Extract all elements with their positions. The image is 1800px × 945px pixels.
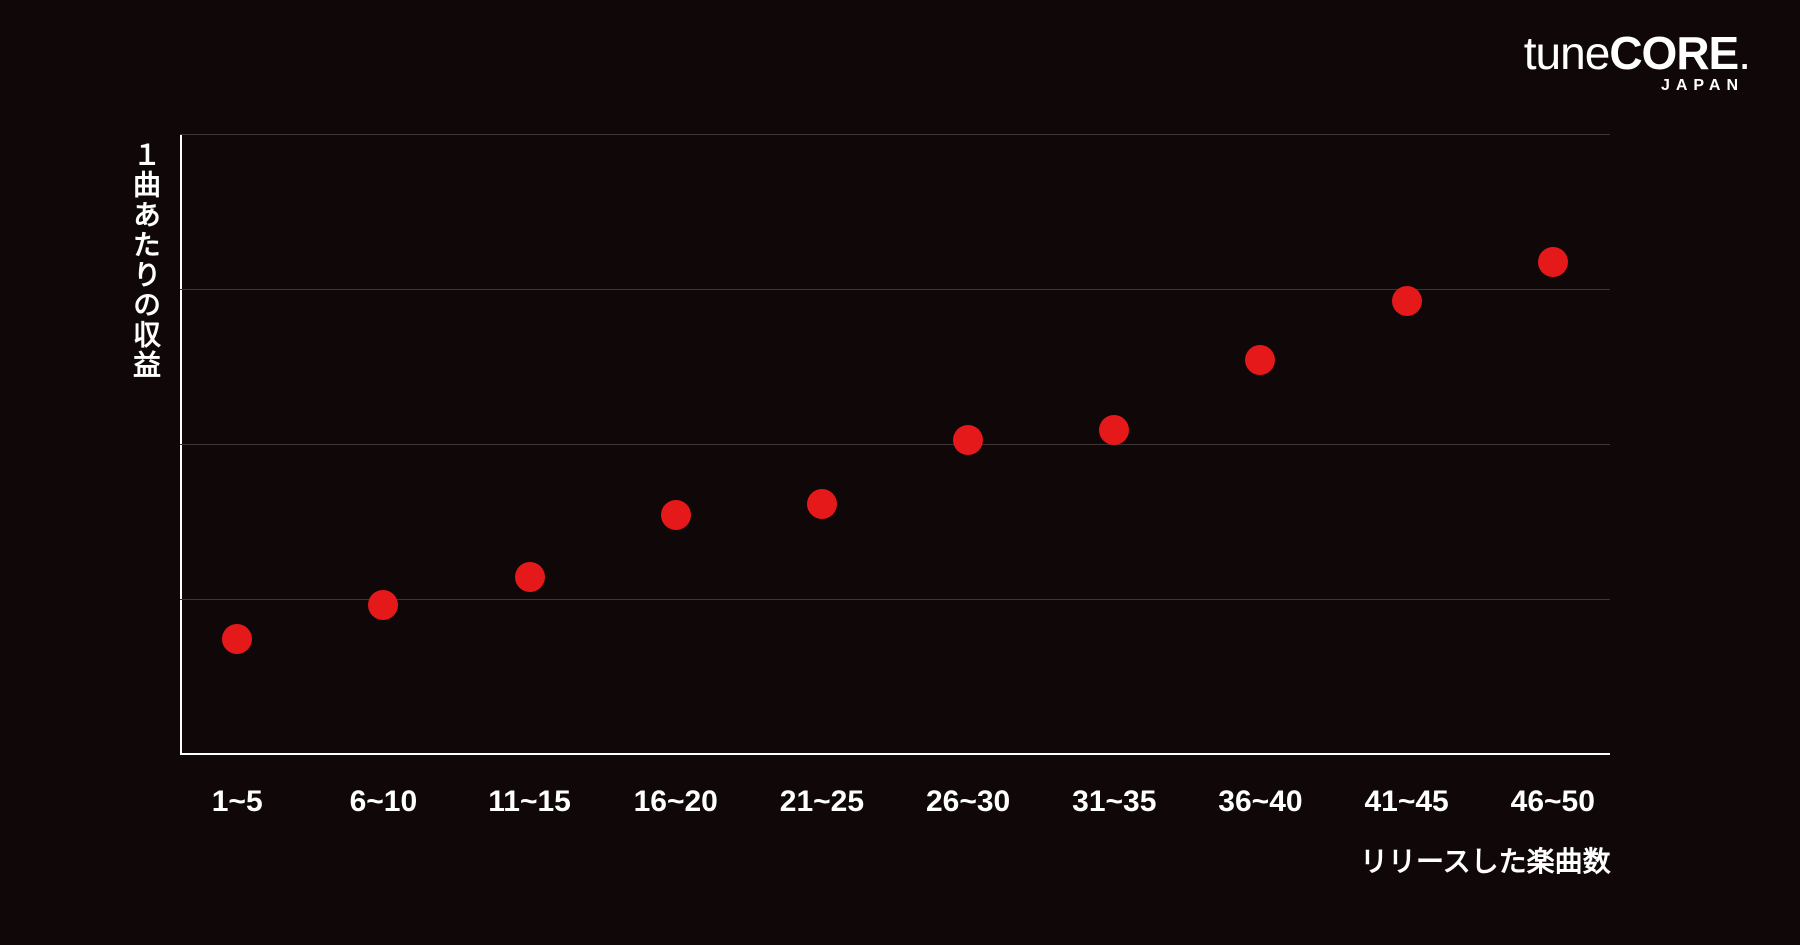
gridline: [180, 134, 1610, 135]
x-tick-label: 16~20: [634, 785, 718, 819]
data-point: [1245, 345, 1275, 375]
data-point: [1392, 286, 1422, 316]
brand-logo: tuneCORE. JAPAN: [1524, 30, 1750, 94]
page-root: tuneCORE. JAPAN １曲あたりの収益 リリースした楽曲数 1~56~…: [0, 0, 1800, 945]
x-tick-label: 1~5: [212, 785, 263, 819]
y-axis-line: [180, 135, 182, 755]
brand-logo-main: tuneCORE.: [1524, 30, 1750, 76]
gridline: [180, 444, 1610, 445]
x-tick-label: 21~25: [780, 785, 864, 819]
x-tick-label: 31~35: [1072, 785, 1156, 819]
x-tick-label: 11~15: [488, 785, 571, 819]
data-point: [953, 425, 983, 455]
y-axis-label: １曲あたりの収益: [125, 140, 165, 380]
x-tick-label: 26~30: [926, 785, 1010, 819]
data-point: [368, 590, 398, 620]
data-point: [807, 489, 837, 519]
data-point: [661, 500, 691, 530]
brand-name-light: tune: [1524, 27, 1610, 79]
x-tick-label: 36~40: [1218, 785, 1302, 819]
brand-name-bold: CORE: [1609, 27, 1738, 79]
data-point: [1538, 247, 1568, 277]
x-axis-label: リリースした楽曲数: [1360, 840, 1611, 880]
x-tick-label: 41~45: [1364, 785, 1448, 819]
data-point: [1099, 415, 1129, 445]
chart-plot-area: 1~56~1011~1516~2021~2526~3031~3536~4041~…: [180, 135, 1610, 755]
brand-sub: JAPAN: [1524, 78, 1744, 94]
x-axis-line: [180, 753, 1610, 755]
x-tick-label: 6~10: [350, 785, 418, 819]
data-point: [222, 624, 252, 654]
x-tick-label: 46~50: [1511, 785, 1595, 819]
data-point: [515, 562, 545, 592]
brand-suffix: .: [1738, 27, 1750, 79]
